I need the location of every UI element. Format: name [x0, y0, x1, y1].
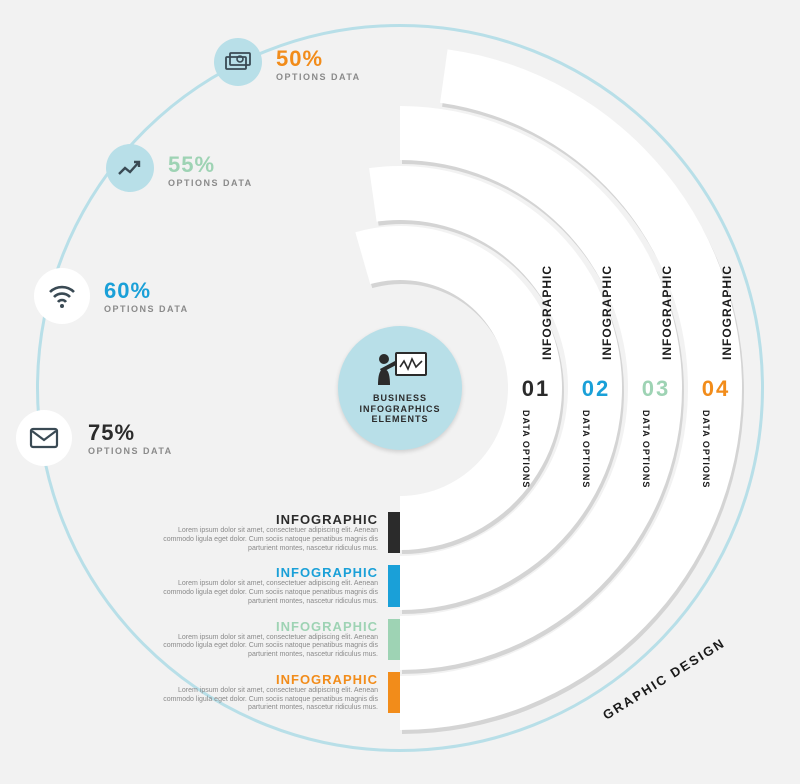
side-stat: 75%OPTIONS DATA — [88, 420, 173, 456]
text-block: INFOGRAPHICLorem ipsum dolor sit amet, c… — [152, 512, 400, 713]
ring-head-label: INFOGRAPHIC — [540, 265, 554, 360]
text-row: INFOGRAPHICLorem ipsum dolor sit amet, c… — [152, 565, 400, 606]
text-row: INFOGRAPHICLorem ipsum dolor sit amet, c… — [152, 512, 400, 553]
ring-head-label: INFOGRAPHIC — [660, 265, 674, 360]
ring-number: 01 — [519, 376, 553, 402]
mail-icon — [16, 410, 72, 466]
side-stat-pct: 60% — [104, 278, 189, 304]
side-stat-pct: 50% — [276, 46, 361, 72]
hub-title-3: ELEMENTS — [359, 414, 440, 424]
side-stat: 50%OPTIONS DATA — [276, 46, 361, 82]
text-row-title: INFOGRAPHIC — [152, 512, 378, 527]
text-row-bar — [388, 619, 400, 660]
side-stat-pct: 55% — [168, 152, 253, 178]
ring-head-label: INFOGRAPHIC — [600, 265, 614, 360]
side-stat: 60%OPTIONS DATA — [104, 278, 189, 314]
side-stat-label: OPTIONS DATA — [168, 178, 253, 188]
ring-sub-label: DATA OPTIONS — [581, 410, 591, 488]
hub-title-1: BUSINESS — [359, 393, 440, 403]
ring-number: 03 — [639, 376, 673, 402]
side-stat-label: OPTIONS DATA — [104, 304, 189, 314]
text-row-title: INFOGRAPHIC — [152, 565, 378, 580]
ring-sub-label: DATA OPTIONS — [641, 410, 651, 488]
text-row-body: Lorem ipsum dolor sit amet, consectetuer… — [152, 634, 378, 660]
text-row: INFOGRAPHICLorem ipsum dolor sit amet, c… — [152, 672, 400, 713]
text-row-title: INFOGRAPHIC — [152, 672, 378, 687]
text-row-bar — [388, 672, 400, 713]
growth-icon — [106, 144, 154, 192]
infographic-canvas: BUSINESS INFOGRAPHICS ELEMENTS GRAPHIC D… — [0, 0, 800, 784]
wifi-icon — [34, 268, 90, 324]
side-stat: 55%OPTIONS DATA — [168, 152, 253, 188]
ring-head-label: INFOGRAPHIC — [720, 265, 734, 360]
side-stat-pct: 75% — [88, 420, 173, 446]
text-row-bar — [388, 565, 400, 606]
text-row-body: Lorem ipsum dolor sit amet, consectetuer… — [152, 580, 378, 606]
ring-sub-label: DATA OPTIONS — [521, 410, 531, 488]
presenter-icon — [372, 351, 428, 387]
text-row: INFOGRAPHICLorem ipsum dolor sit amet, c… — [152, 619, 400, 660]
text-row-body: Lorem ipsum dolor sit amet, consectetuer… — [152, 687, 378, 713]
ring-number: 02 — [579, 376, 613, 402]
center-hub: BUSINESS INFOGRAPHICS ELEMENTS — [338, 326, 462, 450]
ring-number: 04 — [699, 376, 733, 402]
ring-sub-label: DATA OPTIONS — [701, 410, 711, 488]
text-row-bar — [388, 512, 400, 553]
side-stat-label: OPTIONS DATA — [88, 446, 173, 456]
text-row-title: INFOGRAPHIC — [152, 619, 378, 634]
hub-title-2: INFOGRAPHICS — [359, 404, 440, 414]
money-icon — [214, 38, 262, 86]
side-stat-label: OPTIONS DATA — [276, 72, 361, 82]
text-row-body: Lorem ipsum dolor sit amet, consectetuer… — [152, 527, 378, 553]
